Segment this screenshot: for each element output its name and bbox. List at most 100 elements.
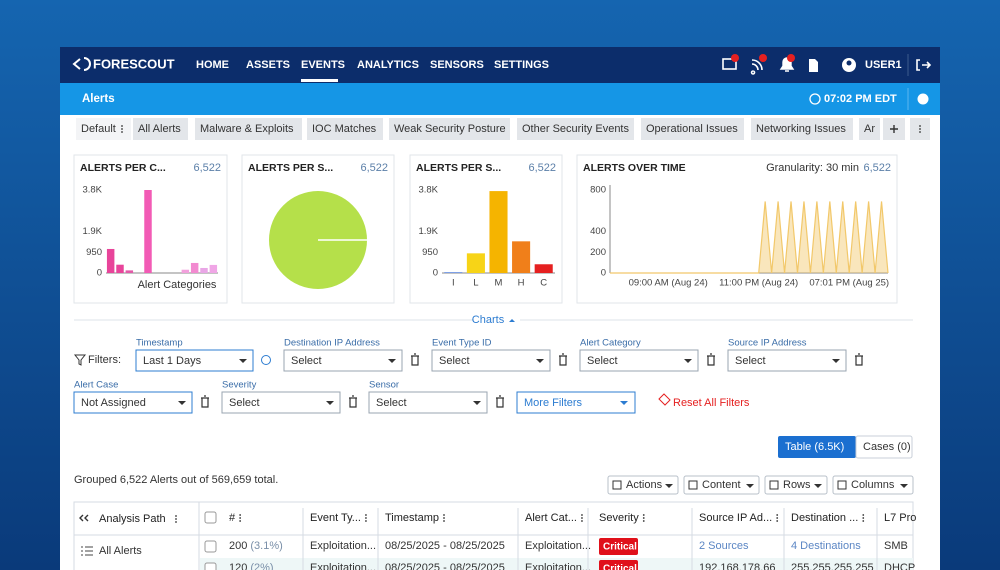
column-header[interactable]: Severity — [599, 512, 639, 524]
caret — [900, 484, 908, 488]
feed-icon[interactable] — [750, 59, 763, 75]
column-header[interactable]: # — [229, 512, 236, 524]
filter-select[interactable] — [579, 349, 699, 372]
more-filters[interactable]: More Filters — [524, 397, 583, 409]
filter-select[interactable] — [368, 391, 488, 414]
x-tick-label: L — [473, 278, 478, 289]
trash-icon[interactable] — [496, 395, 504, 408]
toolbar-label[interactable]: Actions — [626, 479, 663, 491]
caret — [388, 359, 396, 363]
sidebar-item[interactable]: All Alerts — [99, 545, 142, 557]
plus-icon — [890, 125, 898, 133]
tab-label[interactable]: Malware & Exploits — [200, 123, 294, 135]
filter-value[interactable]: Select — [291, 355, 322, 367]
filter-select[interactable] — [283, 349, 403, 372]
caret — [746, 484, 754, 488]
clear-icon[interactable] — [261, 355, 271, 365]
filter-value[interactable]: Select — [735, 355, 766, 367]
filter-value[interactable]: Select — [439, 355, 470, 367]
column-header[interactable]: Destination ... — [791, 512, 858, 524]
menu-dot — [862, 514, 865, 516]
tab[interactable] — [76, 118, 131, 140]
tab-label[interactable]: Weak Security Posture — [394, 123, 506, 135]
toolbar-label[interactable]: Content — [702, 479, 741, 491]
toolbar-button[interactable] — [832, 475, 914, 495]
filter-value[interactable]: Last 1 Days — [143, 355, 202, 367]
tab[interactable] — [751, 118, 853, 140]
nav-item[interactable]: ASSETS — [246, 59, 290, 71]
collapse-icon[interactable] — [79, 514, 89, 522]
cell[interactable]: 255.255.255.255 — [791, 562, 874, 570]
column-header[interactable]: L7 Pro — [884, 512, 916, 524]
severity-label: Critical — [603, 564, 637, 570]
tab-label[interactable]: Ar — [864, 123, 875, 135]
tab[interactable] — [859, 118, 880, 140]
nav-item[interactable]: SENSORS — [430, 59, 484, 71]
checkbox[interactable] — [204, 540, 217, 553]
nav-item[interactable]: ANALYTICS — [357, 59, 419, 71]
checkbox[interactable] — [204, 511, 217, 524]
toolbar-label[interactable]: Rows — [783, 479, 811, 491]
bar — [444, 272, 463, 273]
trash-icon[interactable] — [559, 353, 567, 366]
toolbar-button[interactable] — [607, 475, 679, 495]
tab-label[interactable]: Networking Issues — [756, 123, 846, 135]
logout-icon[interactable] — [916, 59, 932, 71]
tab-label[interactable]: Default — [81, 123, 116, 135]
filter-value[interactable]: Select — [376, 397, 407, 409]
filter-select[interactable] — [221, 391, 341, 414]
toolbar-button[interactable] — [683, 475, 760, 495]
cell[interactable]: 4 Destinations — [791, 540, 861, 552]
tab[interactable] — [641, 118, 744, 140]
doc-icon[interactable] — [809, 59, 818, 72]
column-header[interactable]: Source IP Ad... — [699, 512, 772, 524]
toolbar-button[interactable] — [764, 475, 828, 495]
tab[interactable] — [133, 118, 188, 140]
trash-icon[interactable] — [201, 395, 209, 408]
nav-item[interactable]: SETTINGS — [494, 59, 549, 71]
tab-label[interactable]: Operational Issues — [646, 123, 738, 135]
charts-toggle[interactable]: Charts — [472, 314, 505, 326]
reset-filters[interactable]: Reset All Filters — [673, 397, 750, 409]
nav-item[interactable]: HOME — [196, 59, 229, 71]
column-header[interactable]: Event Ty... — [310, 512, 361, 524]
monitor-icon[interactable] — [722, 58, 737, 70]
cell[interactable]: 192.168.178.66 — [699, 562, 775, 570]
tab[interactable] — [195, 118, 302, 140]
toolbar-label[interactable]: Columns — [851, 479, 895, 491]
filter-select[interactable] — [73, 391, 193, 414]
filter-value[interactable]: Not Assigned — [81, 397, 146, 409]
tab[interactable] — [517, 118, 634, 140]
user-name[interactable]: USER1 — [865, 59, 902, 71]
trash-icon[interactable] — [411, 353, 419, 366]
trash-icon[interactable] — [855, 353, 863, 366]
filter-label: Source IP Address — [728, 338, 807, 349]
cases-view[interactable]: Cases (0) — [863, 441, 911, 453]
nav-item[interactable]: EVENTS — [301, 59, 345, 71]
menu-dot — [581, 520, 583, 522]
cell: SMB — [884, 540, 908, 552]
filter-value[interactable]: Select — [587, 355, 618, 367]
trash-icon[interactable] — [349, 395, 357, 408]
more-filters-box[interactable] — [516, 391, 636, 414]
help-icon[interactable] — [917, 93, 929, 105]
cell-share: (2%) — [250, 562, 273, 570]
filter-select[interactable] — [135, 349, 254, 372]
tab-label[interactable]: Other Security Events — [522, 123, 629, 135]
table-view-button[interactable] — [778, 436, 856, 458]
filter-select[interactable] — [431, 349, 551, 372]
tab[interactable] — [389, 118, 510, 140]
filter-select[interactable] — [727, 349, 847, 372]
tab-label[interactable]: IOC Matches — [312, 123, 377, 135]
cases-view-button[interactable] — [855, 435, 913, 459]
column-header[interactable]: Timestamp — [385, 512, 439, 524]
table-view[interactable]: Table (6.5K) — [785, 441, 844, 453]
cell[interactable]: 2 Sources — [699, 540, 749, 552]
trash-icon[interactable] — [707, 353, 715, 366]
badge — [787, 54, 795, 62]
tab-label[interactable]: All Alerts — [138, 123, 181, 135]
checkbox[interactable] — [204, 562, 217, 570]
filter-value[interactable]: Select — [229, 397, 260, 409]
column-header[interactable]: Alert Cat... — [525, 512, 577, 524]
tab[interactable] — [307, 118, 383, 140]
